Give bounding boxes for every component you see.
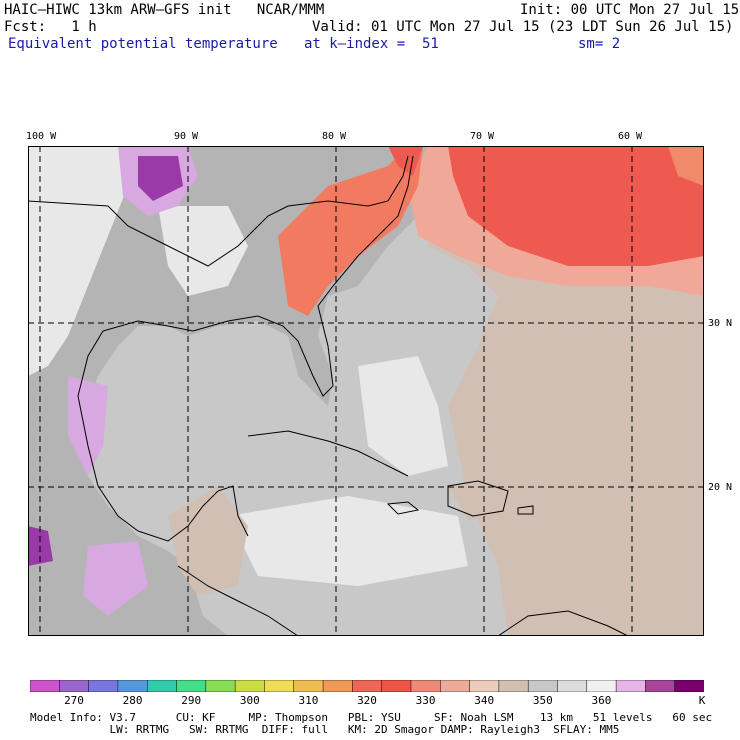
lon-label-60w: 60 W <box>618 131 643 142</box>
colorbar-swatch <box>146 680 178 692</box>
dark-purple-region-north <box>138 156 183 201</box>
level-index: at k–index = 51 <box>304 36 439 52</box>
colorbar-tick-label: 360 <box>591 694 612 707</box>
field-name: Equivalent potential temperature <box>8 36 278 52</box>
texas-mexico-coastline <box>77 330 139 532</box>
tan-region-hispaniola <box>448 481 508 521</box>
forecast-hour: Fcst: 1 h <box>4 19 97 35</box>
purple-region-mexico <box>83 541 148 616</box>
orange-region-northeast <box>668 146 704 186</box>
colorbar-swatch <box>234 680 266 692</box>
valid-time: Valid: 01 UTC Mon 27 Jul 15 (23 LDT Sun … <box>312 19 734 35</box>
colorbar-swatch <box>293 680 324 692</box>
lon-label-70w: 70 W <box>470 131 495 142</box>
graticule <box>28 146 704 636</box>
colorbar-swatch <box>88 680 119 692</box>
colorbar-swatch <box>117 680 148 692</box>
colorbar-swatch <box>176 680 207 692</box>
state-border-line <box>28 155 409 267</box>
smoothing-value: sm= 2 <box>578 36 621 52</box>
colorbar-tick-label: 330 <box>415 694 436 707</box>
lon-label-90w: 90 W <box>174 131 199 142</box>
yucatan-coastline <box>137 485 249 542</box>
red-region-atlantic <box>448 146 704 266</box>
coastlines <box>28 155 629 636</box>
colorbar-tick-label: 340 <box>474 694 495 707</box>
colorbar-swatch <box>205 680 236 692</box>
lat-label-30n: 30 N <box>708 318 733 329</box>
light-region-bahamas <box>358 356 448 476</box>
colorbar-swatch <box>615 680 647 692</box>
colorbar <box>30 680 704 692</box>
puerto-rico-outline <box>517 505 534 515</box>
south-america-coastline <box>497 610 629 636</box>
model-title: HAIC–HIWC 13km ARW–GFS init NCAR/MMM <box>4 2 325 18</box>
cuba-outline <box>247 430 409 477</box>
init-time: Init: 00 UTC Mon 27 Jul 15 <box>520 2 740 18</box>
colorbar-units: K <box>698 694 706 707</box>
colorbar-swatch <box>527 680 559 692</box>
colorbar-swatch <box>59 680 90 692</box>
orange-band-southeast-us <box>278 146 423 316</box>
central-america-coastline <box>177 565 299 636</box>
gulf-atlantic-coastline <box>102 155 414 397</box>
colorbar-swatch <box>410 680 442 692</box>
light-region-west <box>28 146 128 376</box>
colorbar-swatch <box>645 680 676 692</box>
light-region-central <box>158 206 248 296</box>
colorbar-tick-label: 270 <box>64 694 84 707</box>
red-region-midatlantic <box>388 146 423 176</box>
colorbar-swatch <box>557 680 588 692</box>
purple-region-texas-coast <box>68 376 108 476</box>
hispaniola-outline <box>447 480 509 517</box>
lat-label-20n: 20 N <box>708 482 733 493</box>
colorbar-swatch <box>498 680 529 692</box>
colorbar-swatch <box>381 680 412 692</box>
colorbar-swatch <box>352 680 383 692</box>
lon-label-80w: 80 W <box>322 131 347 142</box>
colorbar-swatch <box>264 680 295 692</box>
colorbar-swatch <box>30 680 61 692</box>
colorbar-tick-label: 350 <box>532 694 553 707</box>
colorbar-swatch <box>469 680 500 692</box>
colorbar-tick-label: 280 <box>122 694 143 707</box>
model-info-line2: LW: RRTMG SW: RRTMG DIFF: full KM: 2D Sm… <box>30 723 620 736</box>
colorbar-swatch <box>586 680 617 692</box>
colorbar-tick-label: 310 <box>298 694 319 707</box>
model-info-line1: Model Info: V3.7 CU: KF MP: Thompson PBL… <box>30 711 713 724</box>
colorbar-swatch <box>674 680 704 692</box>
colorbar-tick-label: 300 <box>239 694 260 707</box>
colorbar-swatch <box>322 680 354 692</box>
colorbar-tick-label: 290 <box>181 694 202 707</box>
jamaica-outline <box>386 501 420 515</box>
map-frame <box>28 146 704 636</box>
colorbar-tick-label: 320 <box>357 694 377 707</box>
colorbar-swatch <box>440 680 471 692</box>
lon-label-100w: 100 W <box>26 131 57 142</box>
theta-e-map <box>28 146 704 636</box>
light-region-caribbean <box>228 496 468 586</box>
